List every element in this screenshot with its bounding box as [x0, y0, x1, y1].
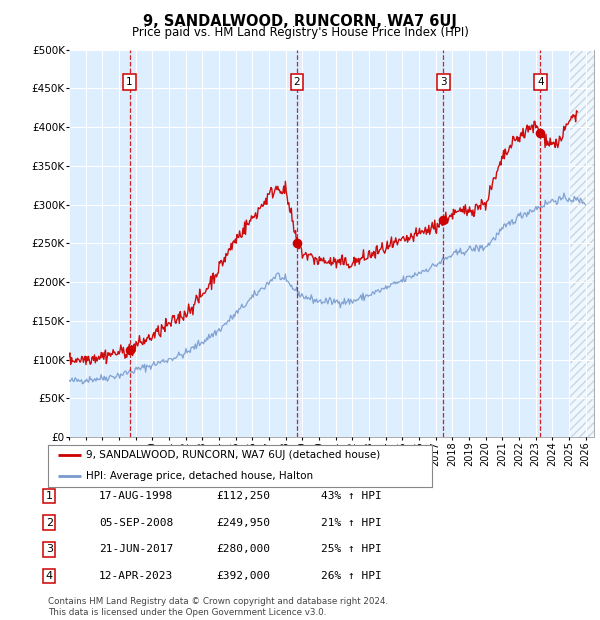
Text: 1: 1: [126, 77, 133, 87]
Text: Price paid vs. HM Land Registry's House Price Index (HPI): Price paid vs. HM Land Registry's House …: [131, 26, 469, 39]
Text: 17-AUG-1998: 17-AUG-1998: [99, 491, 173, 501]
Text: 9, SANDALWOOD, RUNCORN, WA7 6UJ: 9, SANDALWOOD, RUNCORN, WA7 6UJ: [143, 14, 457, 29]
Text: HPI: Average price, detached house, Halton: HPI: Average price, detached house, Halt…: [86, 471, 314, 481]
Text: 2: 2: [293, 77, 301, 87]
Text: 21-JUN-2017: 21-JUN-2017: [99, 544, 173, 554]
Text: 9, SANDALWOOD, RUNCORN, WA7 6UJ (detached house): 9, SANDALWOOD, RUNCORN, WA7 6UJ (detache…: [86, 450, 380, 460]
Text: 4: 4: [46, 571, 53, 581]
Point: [125, 345, 134, 355]
Text: 43% ↑ HPI: 43% ↑ HPI: [321, 491, 382, 501]
Text: £112,250: £112,250: [216, 491, 270, 501]
Text: 2: 2: [46, 518, 53, 528]
Text: 05-SEP-2008: 05-SEP-2008: [99, 518, 173, 528]
Text: 4: 4: [537, 77, 544, 87]
Text: 3: 3: [46, 544, 53, 554]
Text: £392,000: £392,000: [216, 571, 270, 581]
Text: 1: 1: [46, 491, 53, 501]
Text: 12-APR-2023: 12-APR-2023: [99, 571, 173, 581]
Text: £280,000: £280,000: [216, 544, 270, 554]
Point: [439, 215, 448, 225]
Text: 25% ↑ HPI: 25% ↑ HPI: [321, 544, 382, 554]
Text: 21% ↑ HPI: 21% ↑ HPI: [321, 518, 382, 528]
Text: 26% ↑ HPI: 26% ↑ HPI: [321, 571, 382, 581]
Text: £249,950: £249,950: [216, 518, 270, 528]
Point: [292, 239, 302, 249]
Text: Contains HM Land Registry data © Crown copyright and database right 2024.
This d: Contains HM Land Registry data © Crown c…: [48, 598, 388, 617]
Point: [536, 128, 545, 138]
Text: 3: 3: [440, 77, 447, 87]
